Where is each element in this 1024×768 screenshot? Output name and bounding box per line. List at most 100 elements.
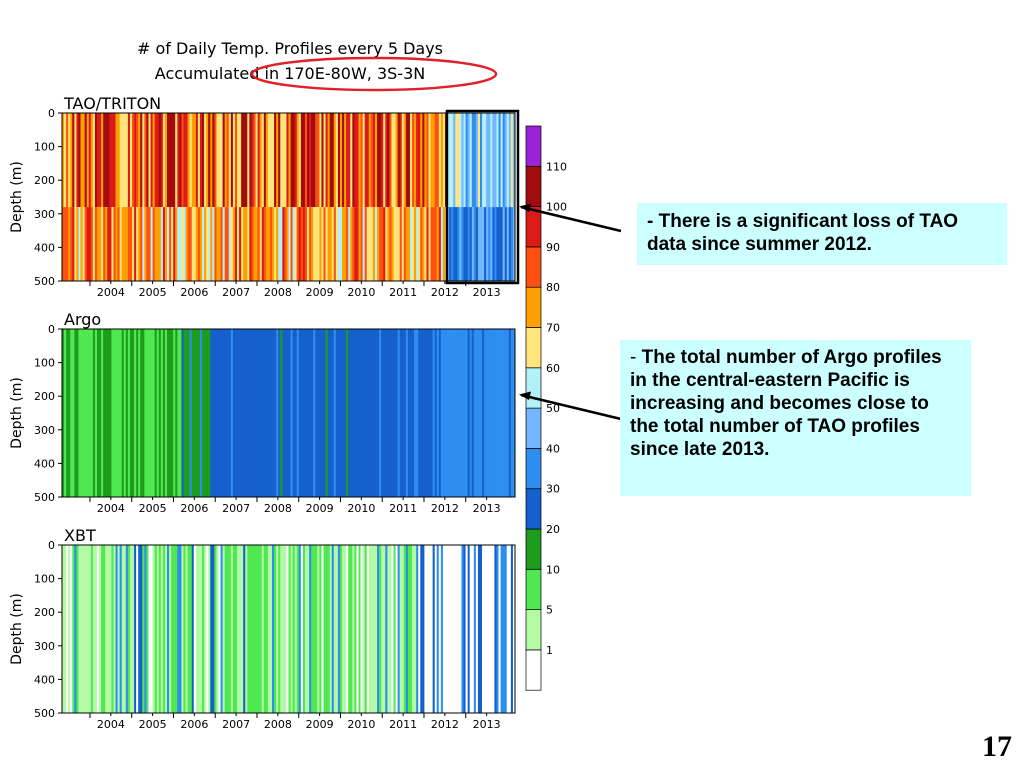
heatmap-cell [259,545,263,713]
heatmap-cell [510,545,514,713]
heatmap-cell [189,113,193,208]
heatmap-cell [335,207,339,281]
heatmap-cell [500,207,503,281]
heatmap-cell [512,545,516,713]
heatmap-cell [506,113,510,208]
heatmap-cell [70,207,73,281]
heatmap-cell [228,545,232,713]
heatmap-cell [374,329,378,497]
heatmap-cell [496,113,499,208]
heatmap-cell [117,329,121,497]
heatmap-cell [344,113,347,208]
heatmap-cell [68,329,71,497]
heatmap-cell [385,207,388,281]
heatmap-cell [356,329,359,497]
heatmap-cell [307,207,310,281]
heatmap-cell [189,207,193,281]
heatmap-cell [477,113,481,208]
heatmap-cell [409,113,413,208]
heatmap-cell [335,545,339,713]
heatmap-cell [321,207,324,281]
heatmap-cell [136,207,139,281]
heatmap-cell [202,113,205,208]
heatmap-cell [164,207,168,281]
arrow-to-tao [520,205,622,233]
colorbar-label: 70 [546,322,560,335]
heatmap-cell [197,207,201,281]
heatmap-cell [463,329,466,497]
heatmap-cell [300,545,304,713]
heatmap-cell [424,329,427,497]
heatmap-cell [119,207,123,281]
heatmap-cell [78,113,81,208]
heatmap-cell [317,545,320,713]
heatmap-xbt [62,545,516,713]
heatmap-cell [403,207,407,281]
heatmap-cell [179,207,182,281]
heatmap-cell [498,113,501,208]
heatmap-cell [132,207,135,281]
heatmap-cell [504,207,508,281]
heatmap-cell [512,207,516,281]
heatmap-cell [368,207,372,281]
heatmap-cell [354,207,357,281]
heatmap-cell [506,545,510,713]
heatmap-cell [257,329,261,497]
colorbar-label: 60 [546,362,560,375]
colorbar-swatch [525,327,542,369]
heatmap-cell [261,113,265,208]
heatmap-cell [206,207,209,281]
heatmap-cell [249,329,252,497]
heatmap-cell [463,113,466,208]
heatmap-cell [171,207,174,281]
heatmap-cell [321,329,324,497]
heatmap-cell [490,329,493,497]
heatmap-cell [167,207,170,281]
heatmap-cell [354,329,357,497]
heatmap-cell [109,329,112,497]
heatmap-cell [171,113,174,208]
heatmap-cell [381,545,384,713]
heatmap-cell [442,329,446,497]
heatmap-cell [327,329,331,497]
x-tick-label: 2013 [473,718,501,731]
heatmap-cell [82,329,85,497]
colorbar-swatch [525,649,542,691]
heatmap-cell [286,207,289,281]
heatmap-cell [510,329,514,497]
heatmap-cell [129,545,133,713]
heatmap-cell [372,545,376,713]
heatmap-cell [502,207,506,281]
heatmap-cell [199,329,203,497]
heatmap-cell [471,545,475,713]
heatmap-cell [191,207,195,281]
x-tick-label: 2009 [306,502,334,515]
heatmap-cell [212,113,215,208]
heatmap-cell [321,113,324,208]
heatmap-cell [344,545,347,713]
heatmap-cell [418,545,421,713]
y-tick-label: 0 [48,107,55,120]
heatmap-cell [296,207,300,281]
heatmap-cell [138,113,141,208]
heatmap-cell [158,207,162,281]
heatmap-cell [360,207,363,281]
heatmap-cell [138,545,141,713]
heatmap-cell [498,207,501,281]
callout-tao-text: - There is a significant loss of TAO dat… [647,211,959,255]
heatmap-cell [480,329,483,497]
heatmap-cell [226,329,230,497]
heatmap-cell [92,545,96,713]
heatmap-cell [97,207,100,281]
heatmap-cell [434,113,438,208]
heatmap-cell [247,113,250,208]
heatmap-cell [469,329,473,497]
heatmap-cell [395,545,398,713]
heatmap-cell [123,545,127,713]
heatmap-cell [239,545,242,713]
heatmap-cell [500,329,503,497]
heatmap-cell [162,545,166,713]
heatmap-cell [387,113,390,208]
heatmap-cell [62,545,65,713]
y-tick-label: 200 [34,390,55,403]
